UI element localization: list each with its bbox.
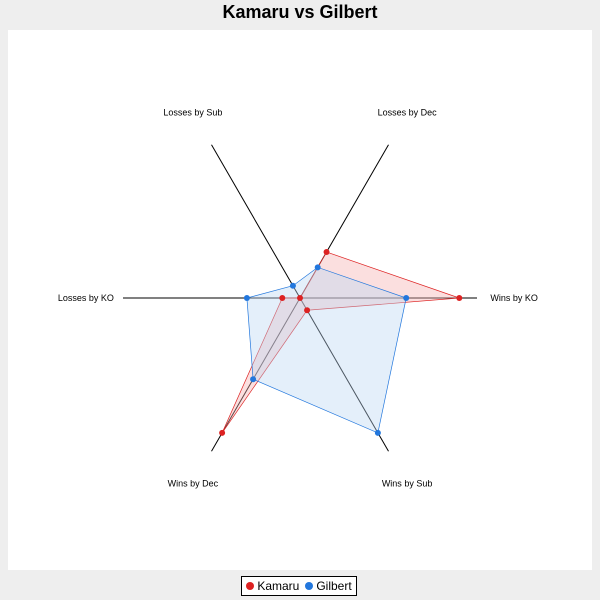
point-kamaru-wins-by-dec[interactable]: [219, 429, 226, 436]
point-gilbert-losses-by-ko[interactable]: [243, 295, 250, 301]
point-gilbert-wins-by-dec[interactable]: [250, 376, 257, 383]
axis-label-wins-by-ko: Wins by KO: [490, 293, 538, 303]
axis-labels: Wins by KO Wins by Sub Wins by Dec Losses b…: [58, 108, 538, 489]
axis-line-losses-by-sub: [211, 144, 301, 299]
point-kamaru-losses-by-sub[interactable]: [297, 295, 303, 301]
series-area-gilbert: [246, 266, 407, 434]
axis-line-wins-by-dec: [211, 297, 301, 452]
point-kamaru-wins-by-ko[interactable]: [456, 295, 463, 301]
radar-series: [219, 249, 463, 436]
axis-label-losses-by-dec: Losses by Dec: [378, 108, 438, 118]
legend-item-kamaru[interactable]: Kamaru: [246, 579, 299, 593]
axis-label-losses-by-sub: Losses by Sub: [163, 108, 222, 118]
legend-item-gilbert[interactable]: Gilbert: [305, 579, 352, 593]
legend-swatch-kamaru: [246, 582, 255, 590]
axis-line-wins-by-sub: [299, 297, 389, 452]
legend-label-kamaru: Kamaru: [257, 579, 300, 593]
legend-swatch-gilbert: [305, 582, 314, 590]
point-gilbert-wins-by-sub[interactable]: [374, 429, 381, 436]
axis-label-wins-by-sub: Wins by Sub: [382, 478, 433, 488]
chart-title: Kamaru vs Gilbert: [222, 2, 378, 22]
point-gilbert-losses-by-sub[interactable]: [289, 282, 296, 289]
point-kamaru-losses-by-dec[interactable]: [323, 249, 330, 256]
axis-label-losses-by-ko: Losses by KO: [58, 293, 114, 303]
point-kamaru-losses-by-ko[interactable]: [279, 295, 286, 301]
point-gilbert-wins-by-ko[interactable]: [403, 295, 410, 301]
point-kamaru-wins-by-sub[interactable]: [304, 307, 311, 314]
legend-label-gilbert: Gilbert: [316, 579, 352, 593]
legend: Kamaru Gilbert: [241, 576, 357, 596]
axis-label-wins-by-dec: Wins by Dec: [168, 478, 219, 488]
point-gilbert-losses-by-dec[interactable]: [314, 264, 321, 271]
